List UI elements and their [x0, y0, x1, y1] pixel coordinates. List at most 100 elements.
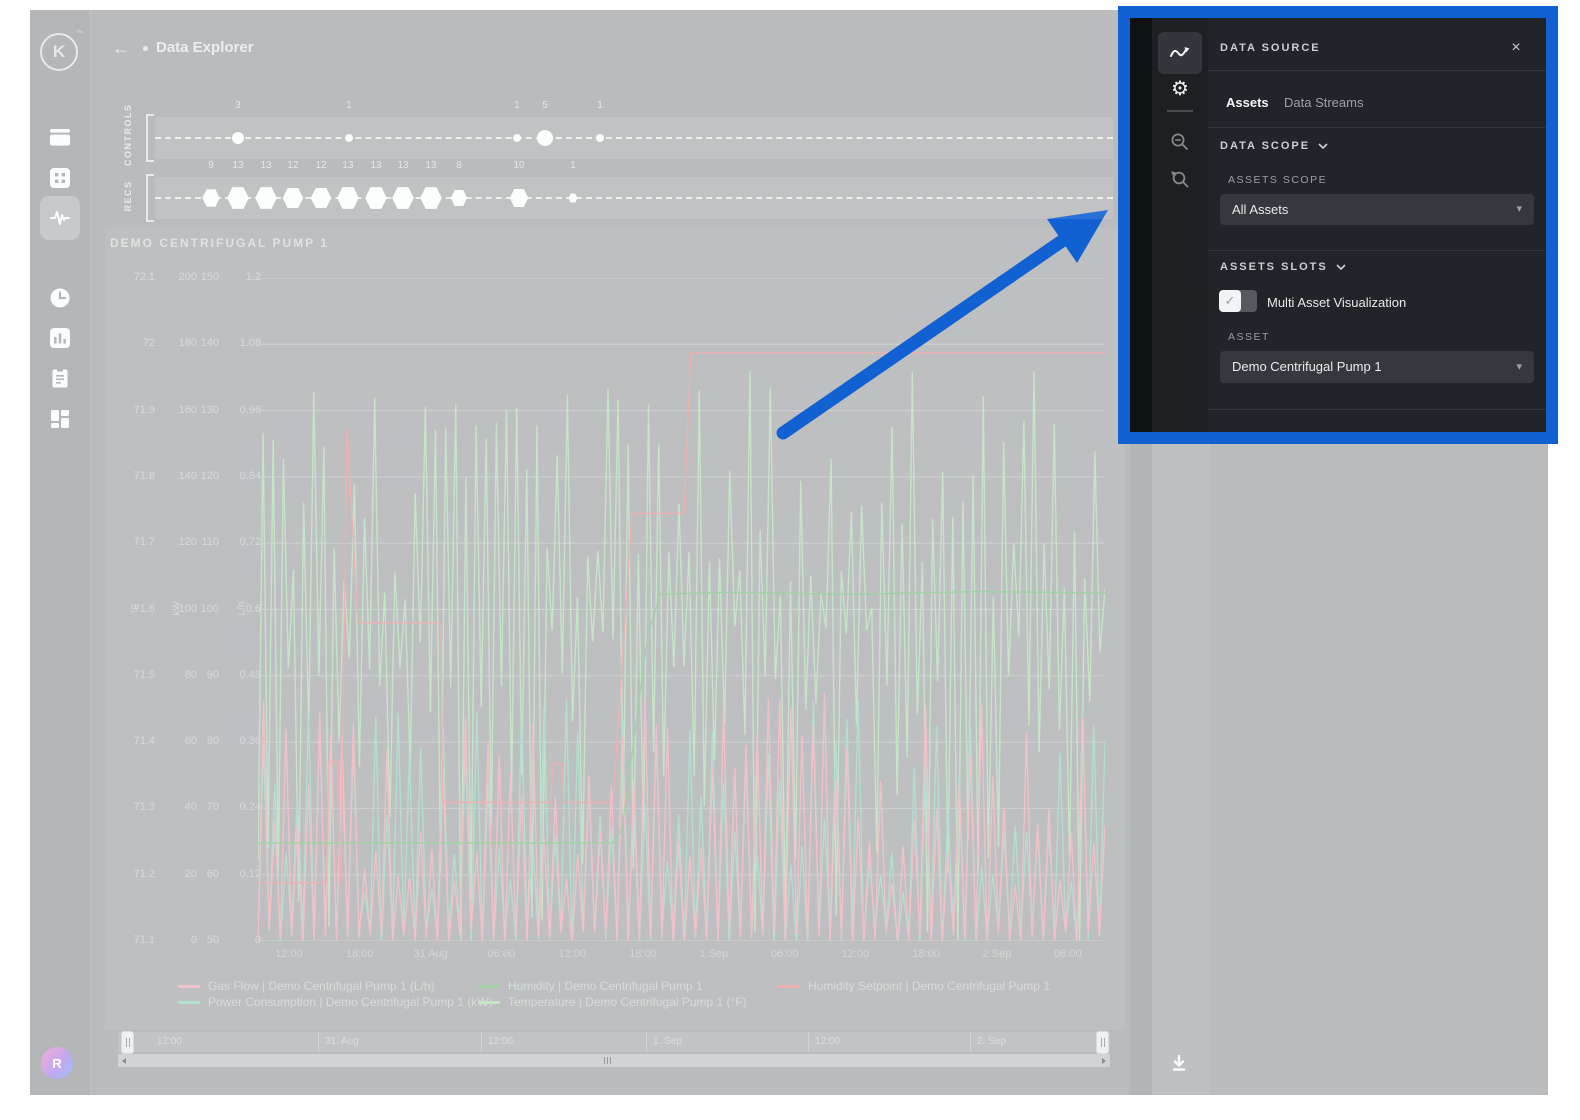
back-button[interactable]: ←: [112, 38, 130, 58]
timeline-label: 2. Sep: [977, 1036, 1006, 1047]
y-axis-tick: 0.6: [245, 602, 261, 615]
panel-title: DATA SOURCE: [1220, 42, 1321, 54]
lane-marker[interactable]: [420, 187, 442, 209]
x-axis-tick: 18:00: [346, 948, 374, 960]
lane-marker[interactable]: [337, 187, 359, 209]
lane-marker[interactable]: [255, 187, 277, 209]
trademark-label: ™: [76, 30, 83, 37]
y-axis-tick: 160: [178, 403, 197, 416]
asset-select[interactable]: Demo Centrifugal Pump 1 ▾: [1220, 351, 1534, 383]
page-title: Data Explorer: [156, 39, 254, 56]
lane-marker[interactable]: [227, 187, 249, 209]
y-axis-tick: 0.12: [239, 867, 261, 880]
sidebar-item-bar-chart-icon[interactable]: [40, 318, 80, 358]
y-axis-tick: 110: [201, 536, 219, 549]
lane-marker[interactable]: [392, 187, 414, 209]
rail-item-trend-active[interactable]: [1158, 32, 1202, 74]
timeline-handle-left[interactable]: [121, 1031, 134, 1054]
legend-item[interactable]: Gas Flow | Demo Centrifugal Pump 1 (L/h): [178, 979, 435, 993]
legend-item[interactable]: Power Consumption | Demo Centrifugal Pum…: [178, 995, 493, 1009]
dashboard-icon: [51, 410, 69, 428]
lane-marker[interactable]: [512, 133, 522, 143]
grid-icon: [50, 168, 70, 188]
rail-item-zoom-reset[interactable]: [1168, 168, 1192, 195]
scroll-left-arrow[interactable]: [122, 1058, 126, 1064]
timeseries-plot[interactable]: [258, 278, 1105, 941]
y-axis-tick: 71.6: [133, 602, 155, 615]
legend-swatch: [478, 1000, 500, 1004]
section-assets-slots[interactable]: ASSETS SLOTS: [1220, 261, 1346, 273]
legend-swatch: [178, 984, 200, 988]
timeline-range-bar[interactable]: [118, 1032, 1110, 1052]
close-icon[interactable]: ×: [1511, 39, 1521, 56]
timeline-label: 31. Aug: [325, 1036, 359, 1047]
sidebar-item-dashboard-icon[interactable]: [40, 399, 80, 439]
lane-marker[interactable]: [282, 187, 304, 209]
sidebar-item-clock-icon[interactable]: [40, 278, 80, 318]
scrollbar-grip[interactable]: [604, 1057, 611, 1064]
lane-marker-count: 1: [514, 100, 520, 111]
series-gas: [258, 692, 1105, 941]
lane-marker[interactable]: [231, 131, 245, 145]
rail-item-zoom-out[interactable]: [1168, 131, 1192, 158]
panel-edge-strip: [1130, 18, 1152, 432]
download-button[interactable]: [1168, 1052, 1190, 1079]
legend-swatch: [178, 1000, 200, 1004]
chevron-down-icon: [1336, 264, 1346, 270]
legend-item[interactable]: Temperature | Demo Centrifugal Pump 1 (°…: [478, 995, 747, 1009]
bar-chart-icon: [50, 328, 70, 348]
asset-label: ASSET: [1228, 331, 1270, 343]
lane-marker[interactable]: [202, 189, 220, 207]
scroll-right-arrow[interactable]: [1102, 1058, 1106, 1064]
y-axis-tick: 0.96: [239, 403, 261, 416]
app-logo: K: [40, 33, 78, 71]
lane-marker[interactable]: [595, 133, 605, 143]
x-axis-tick: 06:00: [487, 948, 516, 960]
y-axis-tick: 71.7: [133, 536, 155, 549]
x-axis-tick: 12:00: [841, 948, 870, 960]
section-data-scope[interactable]: DATA SCOPE: [1220, 140, 1328, 152]
zoom-reset-icon: [1171, 171, 1189, 188]
lane-marker-count: 8: [456, 160, 462, 171]
sidebar-item-grid-icon[interactable]: [40, 158, 80, 198]
horizontal-scrollbar[interactable]: [118, 1054, 1110, 1067]
right-rail: [1152, 444, 1210, 1095]
sidebar-item-clipboard-icon[interactable]: [40, 358, 80, 398]
lane-marker[interactable]: [344, 133, 354, 143]
sidebar-item-data-explorer[interactable]: [40, 196, 80, 240]
y-axis-tick: 71.2: [133, 867, 155, 880]
timeline-separator: [646, 1032, 647, 1052]
legend-item[interactable]: Humidity | Demo Centrifugal Pump 1: [478, 979, 703, 993]
lane-marker-count: 10: [513, 160, 525, 171]
sidebar-item-calendar-icon[interactable]: [40, 117, 80, 157]
y-axis-tick: 71.5: [133, 668, 155, 681]
panel-divider: [1208, 250, 1546, 251]
panel-icon-rail: [1152, 18, 1208, 432]
lane-marker[interactable]: [537, 130, 553, 146]
avatar[interactable]: R: [41, 1047, 73, 1079]
assets-scope-select[interactable]: All Assets ▾: [1220, 194, 1534, 225]
multi-asset-toggle[interactable]: ✓: [1219, 290, 1257, 312]
y-axis-tick: 80: [206, 735, 219, 748]
lane-marker[interactable]: [568, 193, 578, 203]
lane-marker[interactable]: [310, 187, 332, 209]
legend-item[interactable]: Humidity Setpoint | Demo Centrifugal Pum…: [778, 979, 1050, 993]
zoom-out-icon: [1171, 133, 1188, 150]
timeline-separator: [970, 1032, 971, 1052]
y-axis-tick: 70: [206, 801, 219, 814]
tab-data-streams[interactable]: Data Streams: [1284, 95, 1364, 110]
lane-marker[interactable]: [450, 189, 468, 207]
lane-marker[interactable]: [365, 187, 387, 209]
y-axis-tick: 60: [206, 867, 219, 880]
series-humidity: [258, 590, 1105, 844]
y-axis-tick: 150: [200, 271, 219, 283]
x-axis-tick: 06:00: [770, 948, 799, 960]
lane-marker-count: 12: [315, 160, 327, 171]
lane-marker-count: 13: [342, 160, 354, 171]
lane-marker-count: 1: [570, 160, 576, 171]
timeline-handle-right[interactable]: [1096, 1031, 1109, 1054]
lane-marker[interactable]: [509, 188, 529, 208]
tab-assets[interactable]: Assets: [1226, 95, 1269, 110]
y-axis-unit: °F: [130, 603, 142, 614]
rail-item-settings[interactable]: ⚙: [1168, 76, 1192, 101]
